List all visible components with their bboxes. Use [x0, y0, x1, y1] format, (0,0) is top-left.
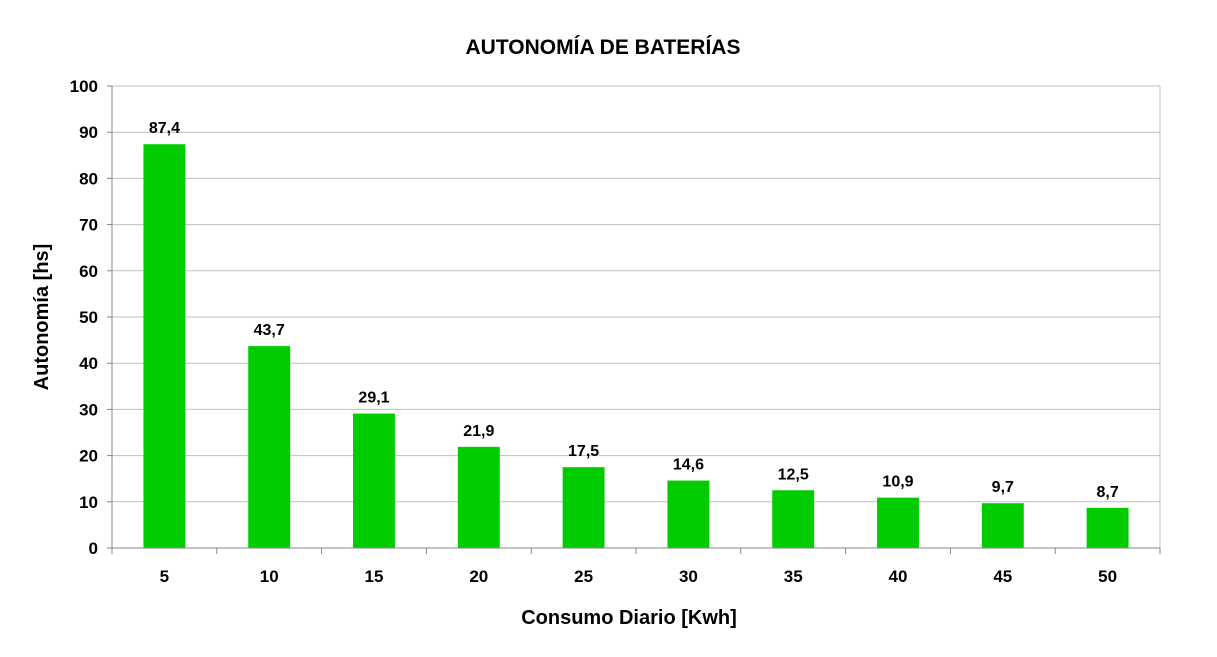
- x-tick-labels: 5 10 15 20 25 30 35 40 45 50: [160, 567, 1117, 586]
- x-tick-label: 25: [574, 567, 593, 586]
- bar-value-label: 21,9: [463, 423, 494, 440]
- bars: [143, 144, 1129, 548]
- y-tick-label: 90: [79, 123, 98, 142]
- x-tick-label: 30: [679, 567, 698, 586]
- x-tick-label: 50: [1098, 567, 1117, 586]
- bar-value-label: 17,5: [568, 443, 599, 460]
- bar-value-label: 29,1: [358, 390, 389, 407]
- x-axis-label: Consumo Diario [Kwh]: [521, 607, 737, 629]
- x-tick-label: 35: [784, 567, 803, 586]
- x-tick-label: 20: [469, 567, 488, 586]
- bar: [562, 467, 605, 548]
- y-tick-labels: 0 10 20 30 40 50 60 70 80 90 100: [70, 77, 98, 558]
- y-tick-label: 80: [79, 169, 98, 188]
- y-tick-label: 20: [79, 447, 98, 466]
- y-tick-label: 60: [79, 262, 98, 281]
- bar: [143, 144, 186, 548]
- bar: [248, 346, 291, 548]
- x-tick-label: 15: [365, 567, 384, 586]
- bar-value-label: 10,9: [882, 474, 913, 491]
- y-axis-label: Autonomía [hs]: [31, 244, 53, 391]
- bar: [981, 503, 1024, 548]
- chart-title: AUTONOMÍA DE BATERÍAS: [466, 36, 741, 59]
- bar-value-label: 12,5: [778, 466, 809, 483]
- bar: [457, 446, 500, 548]
- axes: [111, 86, 1161, 554]
- bar-value-label: 87,4: [149, 120, 180, 137]
- y-tick-label: 10: [79, 493, 98, 512]
- bar: [1086, 507, 1129, 548]
- y-tick-label: 50: [79, 308, 98, 327]
- y-tick-label: 40: [79, 354, 98, 373]
- x-tick-label: 10: [260, 567, 279, 586]
- x-tick-label: 45: [993, 567, 1012, 586]
- bar: [877, 497, 919, 548]
- bar: [353, 413, 395, 548]
- x-tick-label: 40: [889, 567, 908, 586]
- y-tick-label: 70: [79, 216, 98, 235]
- data-labels: 87,4 43,7 29,1 21,9 17,5 14,6 12,5 10,9 9,7 8,7: [149, 120, 1119, 501]
- bar-value-label: 9,7: [992, 479, 1014, 496]
- y-tick-label: 0: [89, 539, 98, 558]
- y-tick-label: 100: [70, 77, 98, 96]
- bar-value-label: 8,7: [1096, 484, 1118, 501]
- bar-value-label: 14,6: [673, 457, 704, 474]
- bar: [772, 490, 815, 548]
- x-tick-label: 5: [160, 567, 169, 586]
- y-tick-label: 30: [79, 400, 98, 419]
- bar: [667, 480, 710, 548]
- bar-value-label: 43,7: [254, 322, 285, 339]
